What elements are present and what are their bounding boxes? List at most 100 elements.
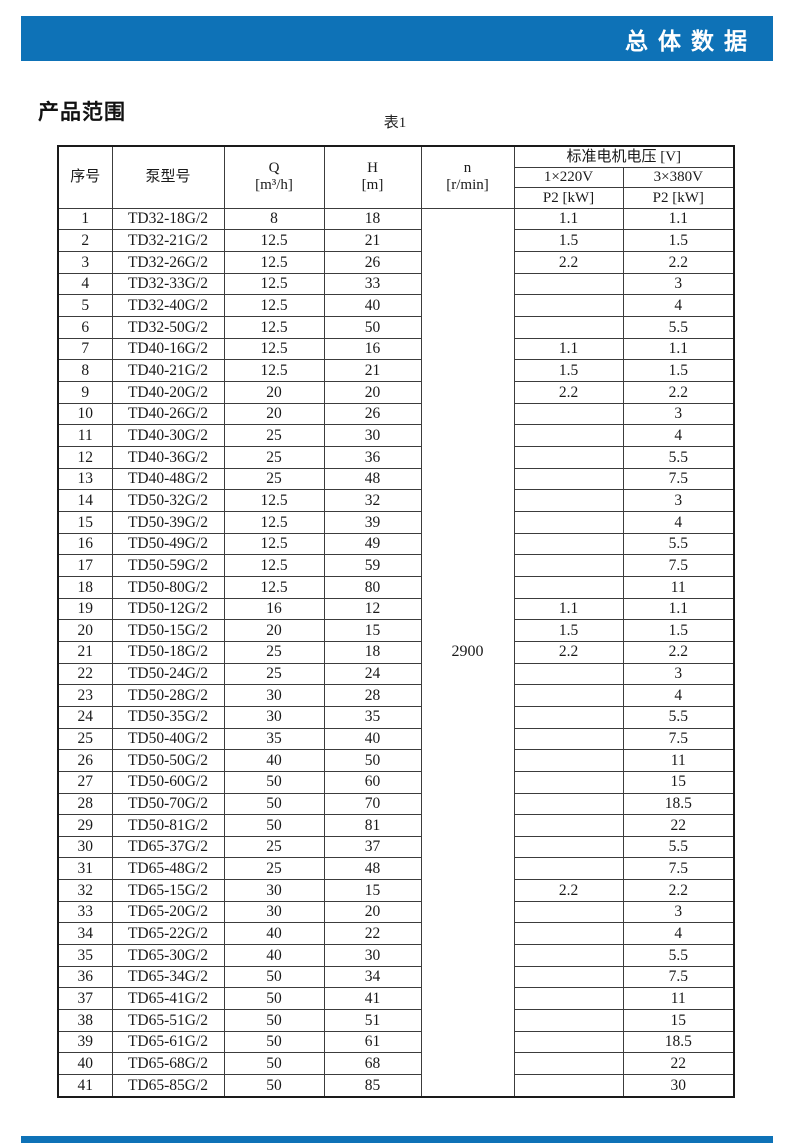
- cell-index: 11: [57, 424, 113, 447]
- cell-index: 33: [57, 900, 113, 924]
- cell-p2-380: 2.2: [622, 640, 735, 664]
- cell-p2-220: 1.5: [513, 359, 624, 383]
- cell-p2-220: 1.5: [513, 619, 624, 642]
- cell-p2-220: [513, 987, 624, 1011]
- table-row: 37 TD65-41G/2 50 41 11: [57, 987, 735, 1011]
- table-row: 25 TD50-40G/2 35 40 7.5: [57, 727, 735, 751]
- cell-index: 32: [57, 879, 113, 902]
- cell-model: TD50-59G/2: [111, 554, 225, 577]
- cell-index: 14: [57, 489, 113, 512]
- cell-flow: 12.5: [223, 489, 325, 512]
- cell-p2-220: [513, 446, 624, 469]
- cell-p2-220: [513, 402, 624, 426]
- cell-index: 41: [57, 1074, 113, 1098]
- cell-p2-220: [513, 900, 624, 924]
- table-row: 33 TD65-20G/2 30 20 3: [57, 900, 735, 924]
- cell-p2-220: [513, 575, 624, 599]
- cell-flow: 50: [223, 1074, 325, 1098]
- cell-p2-220: [513, 770, 624, 794]
- cell-index: 18: [57, 575, 113, 599]
- cell-flow: 35: [223, 727, 325, 751]
- cell-flow: 12.5: [223, 575, 325, 599]
- cell-flow: 12.5: [223, 337, 325, 361]
- cell-model: TD50-28G/2: [111, 684, 225, 707]
- cell-flow: 30: [223, 684, 325, 707]
- cell-flow: 12.5: [223, 359, 325, 383]
- cell-p2-380: 7.5: [622, 965, 735, 989]
- cell-p2-220: [513, 532, 624, 556]
- cell-p2-380: 7.5: [622, 857, 735, 881]
- cell-p2-220: [513, 792, 624, 816]
- cell-model: TD50-18G/2: [111, 640, 225, 664]
- cell-flow: 40: [223, 922, 325, 946]
- cell-flow: 25: [223, 467, 325, 491]
- table-row: 22 TD50-24G/2 25 24 3: [57, 662, 735, 686]
- table-row: 3 TD32-26G/2 12.5 26 2.2 2.2: [57, 251, 735, 274]
- cell-flow: 8: [223, 207, 325, 231]
- table-row: 29 TD50-81G/2 50 81 22: [57, 814, 735, 837]
- cell-index: 21: [57, 640, 113, 664]
- cell-model: TD65-22G/2: [111, 922, 225, 946]
- col-header-speed: n [r/min]: [420, 145, 515, 209]
- cell-model: TD40-16G/2: [111, 337, 225, 361]
- cell-p2-380: 3: [622, 402, 735, 426]
- cell-index: 5: [57, 294, 113, 318]
- cell-model: TD32-50G/2: [111, 316, 225, 339]
- cell-model: TD40-48G/2: [111, 467, 225, 491]
- cell-flow: 25: [223, 857, 325, 881]
- table-row: 26 TD50-50G/2 40 50 11: [57, 749, 735, 772]
- cell-flow: 50: [223, 1030, 325, 1054]
- cell-index: 2: [57, 229, 113, 253]
- cell-head: 21: [323, 229, 422, 253]
- cell-index: 7: [57, 337, 113, 361]
- cell-p2-220: [513, 510, 624, 534]
- table-row: 24 TD50-35G/2 30 35 5.5: [57, 705, 735, 729]
- cell-p2-380: 4: [622, 424, 735, 447]
- cell-flow: 25: [223, 424, 325, 447]
- table-row: 21 TD50-18G/2 25 18 2.2 2.2: [57, 640, 735, 664]
- table-row: 23 TD50-28G/2 30 28 4: [57, 684, 735, 707]
- cell-p2-220: 1.1: [513, 337, 624, 361]
- cell-p2-220: [513, 922, 624, 946]
- cell-index: 19: [57, 597, 113, 621]
- cell-head: 20: [323, 900, 422, 924]
- cell-p2-380: 4: [622, 510, 735, 534]
- cell-model: TD65-15G/2: [111, 879, 225, 902]
- cell-p2-220: [513, 684, 624, 707]
- cell-model: TD65-51G/2: [111, 1009, 225, 1032]
- cell-flow: 20: [223, 402, 325, 426]
- cell-p2-380: 3: [622, 662, 735, 686]
- cell-model: TD50-81G/2: [111, 814, 225, 837]
- table-row: 6 TD32-50G/2 12.5 50 5.5: [57, 316, 735, 339]
- cell-flow: 12.5: [223, 554, 325, 577]
- cell-p2-220: [513, 554, 624, 577]
- cell-flow: 40: [223, 944, 325, 967]
- cell-model: TD65-37G/2: [111, 835, 225, 859]
- table-row: 4 TD32-33G/2 12.5 33 3: [57, 272, 735, 296]
- table-row: 19 TD50-12G/2 16 12 1.1 1.1: [57, 597, 735, 621]
- cell-index: 10: [57, 402, 113, 426]
- cell-p2-220: [513, 1052, 624, 1076]
- footer-bar: [21, 1136, 773, 1143]
- cell-model: TD40-36G/2: [111, 446, 225, 469]
- cell-flow: 12.5: [223, 294, 325, 318]
- cell-index: 9: [57, 381, 113, 404]
- table-row: 30 TD65-37G/2 25 37 5.5: [57, 835, 735, 859]
- cell-flow: 12.5: [223, 251, 325, 274]
- cell-model: TD65-68G/2: [111, 1052, 225, 1076]
- cell-p2-380: 7.5: [622, 467, 735, 491]
- cell-flow: 12.5: [223, 229, 325, 253]
- cell-index: 38: [57, 1009, 113, 1032]
- cell-p2-380: 22: [622, 814, 735, 837]
- cell-p2-220: [513, 944, 624, 967]
- table-row: 12 TD40-36G/2 25 36 5.5: [57, 446, 735, 469]
- table-row: 16 TD50-49G/2 12.5 49 5.5: [57, 532, 735, 556]
- cell-p2-220: [513, 294, 624, 318]
- cell-p2-380: 18.5: [622, 1030, 735, 1054]
- table-row: 34 TD65-22G/2 40 22 4: [57, 922, 735, 946]
- cell-p2-220: [513, 1009, 624, 1032]
- cell-p2-220: 1.1: [513, 597, 624, 621]
- cell-p2-380: 7.5: [622, 554, 735, 577]
- cell-model: TD50-70G/2: [111, 792, 225, 816]
- cell-p2-380: 11: [622, 749, 735, 772]
